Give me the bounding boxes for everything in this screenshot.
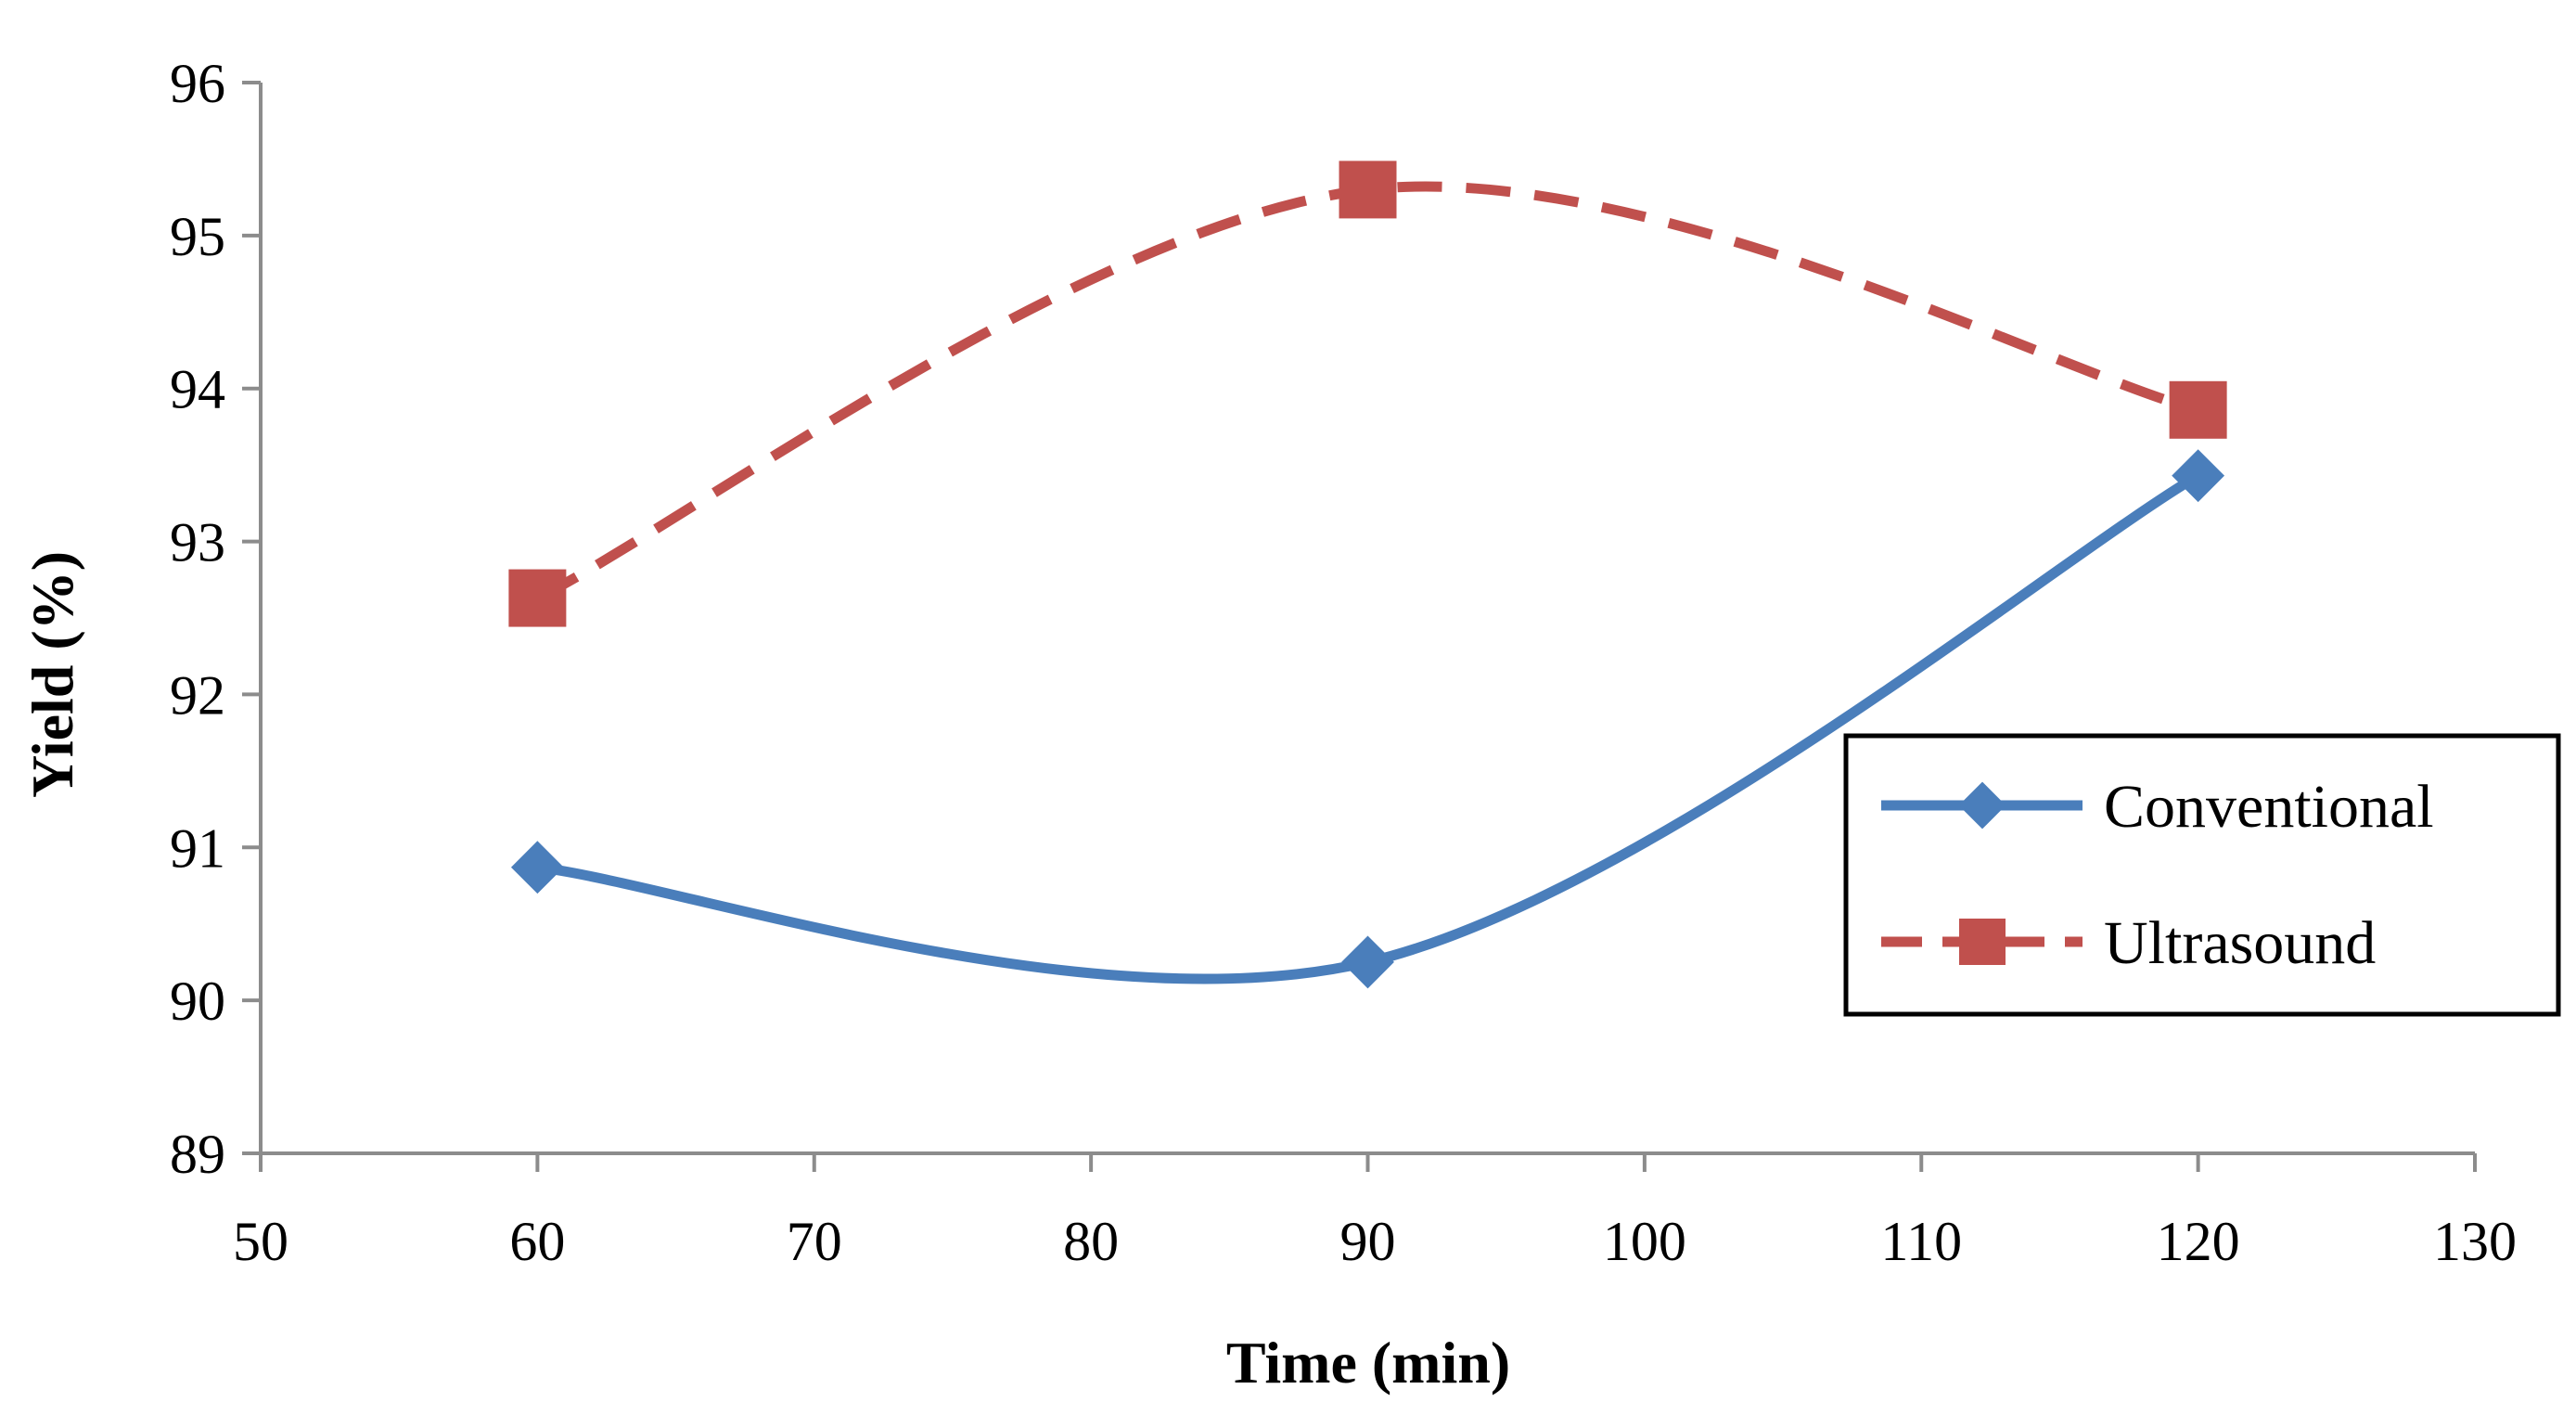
legend-box bbox=[1843, 733, 2561, 1017]
x-tick-label: 70 bbox=[787, 1211, 842, 1272]
data-point-conventional bbox=[510, 841, 564, 894]
x-tick-label: 90 bbox=[1340, 1211, 1396, 1272]
data-point-conventional bbox=[1341, 935, 1394, 989]
data-point-ultrasound bbox=[2169, 380, 2227, 439]
series-ultrasound bbox=[508, 161, 2227, 627]
series-line-ultrasound bbox=[534, 181, 2200, 603]
data-point-conventional bbox=[2172, 449, 2225, 503]
data-point-ultrasound bbox=[508, 569, 567, 627]
legend-label-ultrasound: Ultrasound bbox=[2104, 909, 2376, 977]
y-tick-label: 96 bbox=[170, 53, 225, 114]
x-tick-label: 80 bbox=[1063, 1211, 1119, 1272]
x-tick-label: 100 bbox=[1603, 1211, 1686, 1272]
x-tick-label: 130 bbox=[2433, 1211, 2517, 1272]
y-axis-title: Yield (%) bbox=[19, 551, 85, 798]
axes: 89 90 91 92 93 94 95 96 50 60 70 80 90 100 110 120 130 bbox=[170, 53, 2517, 1272]
y-tick-label: 94 bbox=[170, 359, 225, 420]
legend-marker-conventional bbox=[1958, 781, 2006, 830]
series-conventional bbox=[510, 449, 2225, 989]
x-tick-label: 120 bbox=[2157, 1211, 2240, 1272]
y-tick-label: 90 bbox=[170, 971, 225, 1032]
y-tick-label: 93 bbox=[170, 512, 225, 573]
y-tick-label: 95 bbox=[170, 206, 225, 267]
data-point-ultrasound bbox=[1339, 161, 1397, 219]
legend-marker-ultrasound bbox=[1959, 919, 2006, 965]
legend-label-conventional: Conventional bbox=[2104, 773, 2434, 841]
x-tick-label: 50 bbox=[233, 1211, 288, 1272]
legend: Conventional Ultrasound bbox=[1843, 733, 2561, 1017]
x-tick-label: 110 bbox=[1880, 1211, 1962, 1272]
series-layer bbox=[508, 161, 2227, 989]
y-tick-label: 91 bbox=[170, 817, 225, 879]
x-tick-label: 60 bbox=[509, 1211, 565, 1272]
y-tick-label: 92 bbox=[170, 664, 225, 726]
y-tick-label: 89 bbox=[170, 1124, 225, 1185]
x-axis-title: Time (min) bbox=[1226, 1330, 1510, 1396]
